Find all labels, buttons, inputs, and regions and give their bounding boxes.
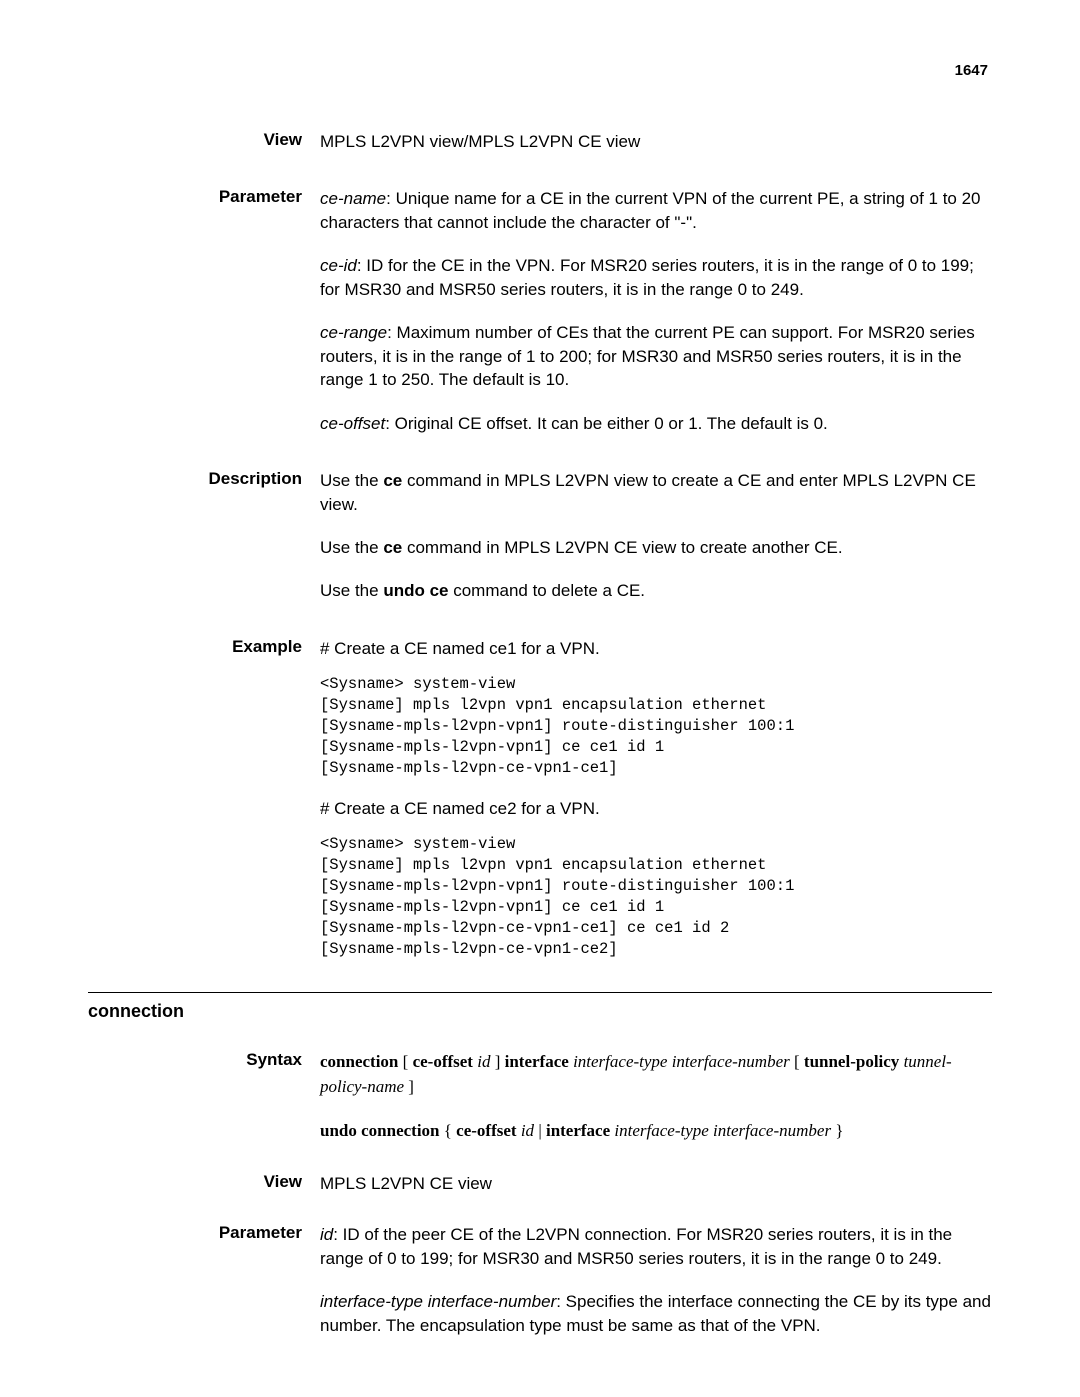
syntax-label: Syntax (88, 1050, 320, 1070)
text: command to delete a CE. (448, 581, 645, 600)
syntax-line-1: connection [ ce-offset id ] interface in… (320, 1050, 992, 1099)
view-row: View MPLS L2VPN view/MPLS L2VPN CE view (88, 130, 992, 153)
term: ce-offset (320, 414, 385, 433)
t: | (534, 1121, 546, 1140)
param-ce-range: ce-range: Maximum number of CEs that the… (320, 321, 992, 391)
parameter2-label: Parameter (88, 1223, 320, 1243)
kw: connection (320, 1052, 398, 1071)
description-body: Use the ce command in MPLS L2VPN view to… (320, 469, 992, 623)
arg: id (473, 1052, 490, 1071)
t: ] (404, 1077, 414, 1096)
example-label: Example (88, 637, 320, 657)
syntax-line-2: undo connection { ce-offset id | interfa… (320, 1119, 992, 1144)
text: Use the (320, 581, 383, 600)
parameter-body: ce-name: Unique name for a CE in the cur… (320, 187, 992, 455)
page-content: View MPLS L2VPN view/MPLS L2VPN CE view … (88, 130, 992, 1357)
text: Use the (320, 471, 383, 490)
term: id (320, 1225, 333, 1244)
syntax-row: Syntax connection [ ce-offset id ] inter… (88, 1050, 992, 1144)
term: ce-name (320, 189, 386, 208)
term-desc: : Unique name for a CE in the current VP… (320, 189, 981, 231)
param-id: id: ID of the peer CE of the L2VPN conne… (320, 1223, 992, 1270)
text: command in MPLS L2VPN view to create a C… (320, 471, 976, 513)
connection-header: connection (88, 992, 992, 1022)
parameter-row: Parameter ce-name: Unique name for a CE … (88, 187, 992, 455)
example-intro-2: # Create a CE named ce2 for a VPN. (320, 797, 992, 820)
t: [ (398, 1052, 412, 1071)
text: command in MPLS L2VPN CE view to create … (402, 538, 842, 557)
description-label: Description (88, 469, 320, 489)
arg: id (517, 1121, 534, 1140)
kw: interface (505, 1052, 569, 1071)
arg: interface-type interface-number (569, 1052, 790, 1071)
term: ce-id (320, 256, 357, 275)
view2-label: View (88, 1172, 320, 1192)
code-block-2: <Sysname> system-view [Sysname] mpls l2v… (320, 834, 992, 960)
arg: interface-type interface-number (610, 1121, 831, 1140)
view-label: View (88, 130, 320, 150)
parameter-label: Parameter (88, 187, 320, 207)
param-ce-offset: ce-offset: Original CE offset. It can be… (320, 412, 992, 435)
desc-p1: Use the ce command in MPLS L2VPN view to… (320, 469, 992, 516)
t: } (831, 1121, 843, 1140)
description-row: Description Use the ce command in MPLS L… (88, 469, 992, 623)
term-desc: : ID for the CE in the VPN. For MSR20 se… (320, 256, 974, 298)
kw: ce-offset (456, 1121, 516, 1140)
t: [ (790, 1052, 804, 1071)
kw: ce-offset (413, 1052, 473, 1071)
text: Use the (320, 538, 383, 557)
term: ce-range (320, 323, 387, 342)
term-desc: : Original CE offset. It can be either 0… (385, 414, 828, 433)
cmd: ce (383, 471, 402, 490)
example-intro-1: # Create a CE named ce1 for a VPN. (320, 637, 992, 660)
parameter2-row: Parameter id: ID of the peer CE of the L… (88, 1223, 992, 1357)
desc-p2: Use the ce command in MPLS L2VPN CE view… (320, 536, 992, 559)
view-text: MPLS L2VPN view/MPLS L2VPN CE view (320, 130, 992, 153)
kw: undo connection (320, 1121, 440, 1140)
kw: interface (546, 1121, 610, 1140)
view2-row: View MPLS L2VPN CE view (88, 1172, 992, 1195)
param-ce-id: ce-id: ID for the CE in the VPN. For MSR… (320, 254, 992, 301)
syntax-body: connection [ ce-offset id ] interface in… (320, 1050, 992, 1144)
t: { (440, 1121, 457, 1140)
example-row: Example # Create a CE named ce1 for a VP… (88, 637, 992, 966)
code-block-1: <Sysname> system-view [Sysname] mpls l2v… (320, 674, 992, 779)
parameter2-body: id: ID of the peer CE of the L2VPN conne… (320, 1223, 992, 1357)
t: ] (490, 1052, 504, 1071)
cmd: undo ce (383, 581, 448, 600)
example-body: # Create a CE named ce1 for a VPN. <Sysn… (320, 637, 992, 966)
param-iface: interface-type interface-number: Specifi… (320, 1290, 992, 1337)
term-desc: : ID of the peer CE of the L2VPN connect… (320, 1225, 952, 1267)
desc-p3: Use the undo ce command to delete a CE. (320, 579, 992, 602)
term: interface-type interface-number (320, 1292, 556, 1311)
kw: tunnel-policy (804, 1052, 899, 1071)
term-desc: : Maximum number of CEs that the current… (320, 323, 975, 389)
cmd: ce (383, 538, 402, 557)
param-ce-name: ce-name: Unique name for a CE in the cur… (320, 187, 992, 234)
view2-text: MPLS L2VPN CE view (320, 1172, 992, 1195)
page-number: 1647 (955, 62, 988, 79)
